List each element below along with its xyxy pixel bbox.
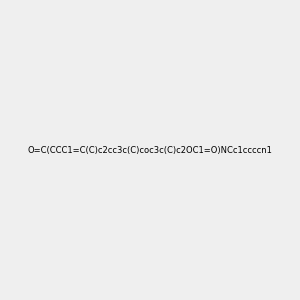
Text: O=C(CCC1=C(C)c2cc3c(C)coc3c(C)c2OC1=O)NCc1ccccn1: O=C(CCC1=C(C)c2cc3c(C)coc3c(C)c2OC1=O)NC… <box>28 146 272 154</box>
